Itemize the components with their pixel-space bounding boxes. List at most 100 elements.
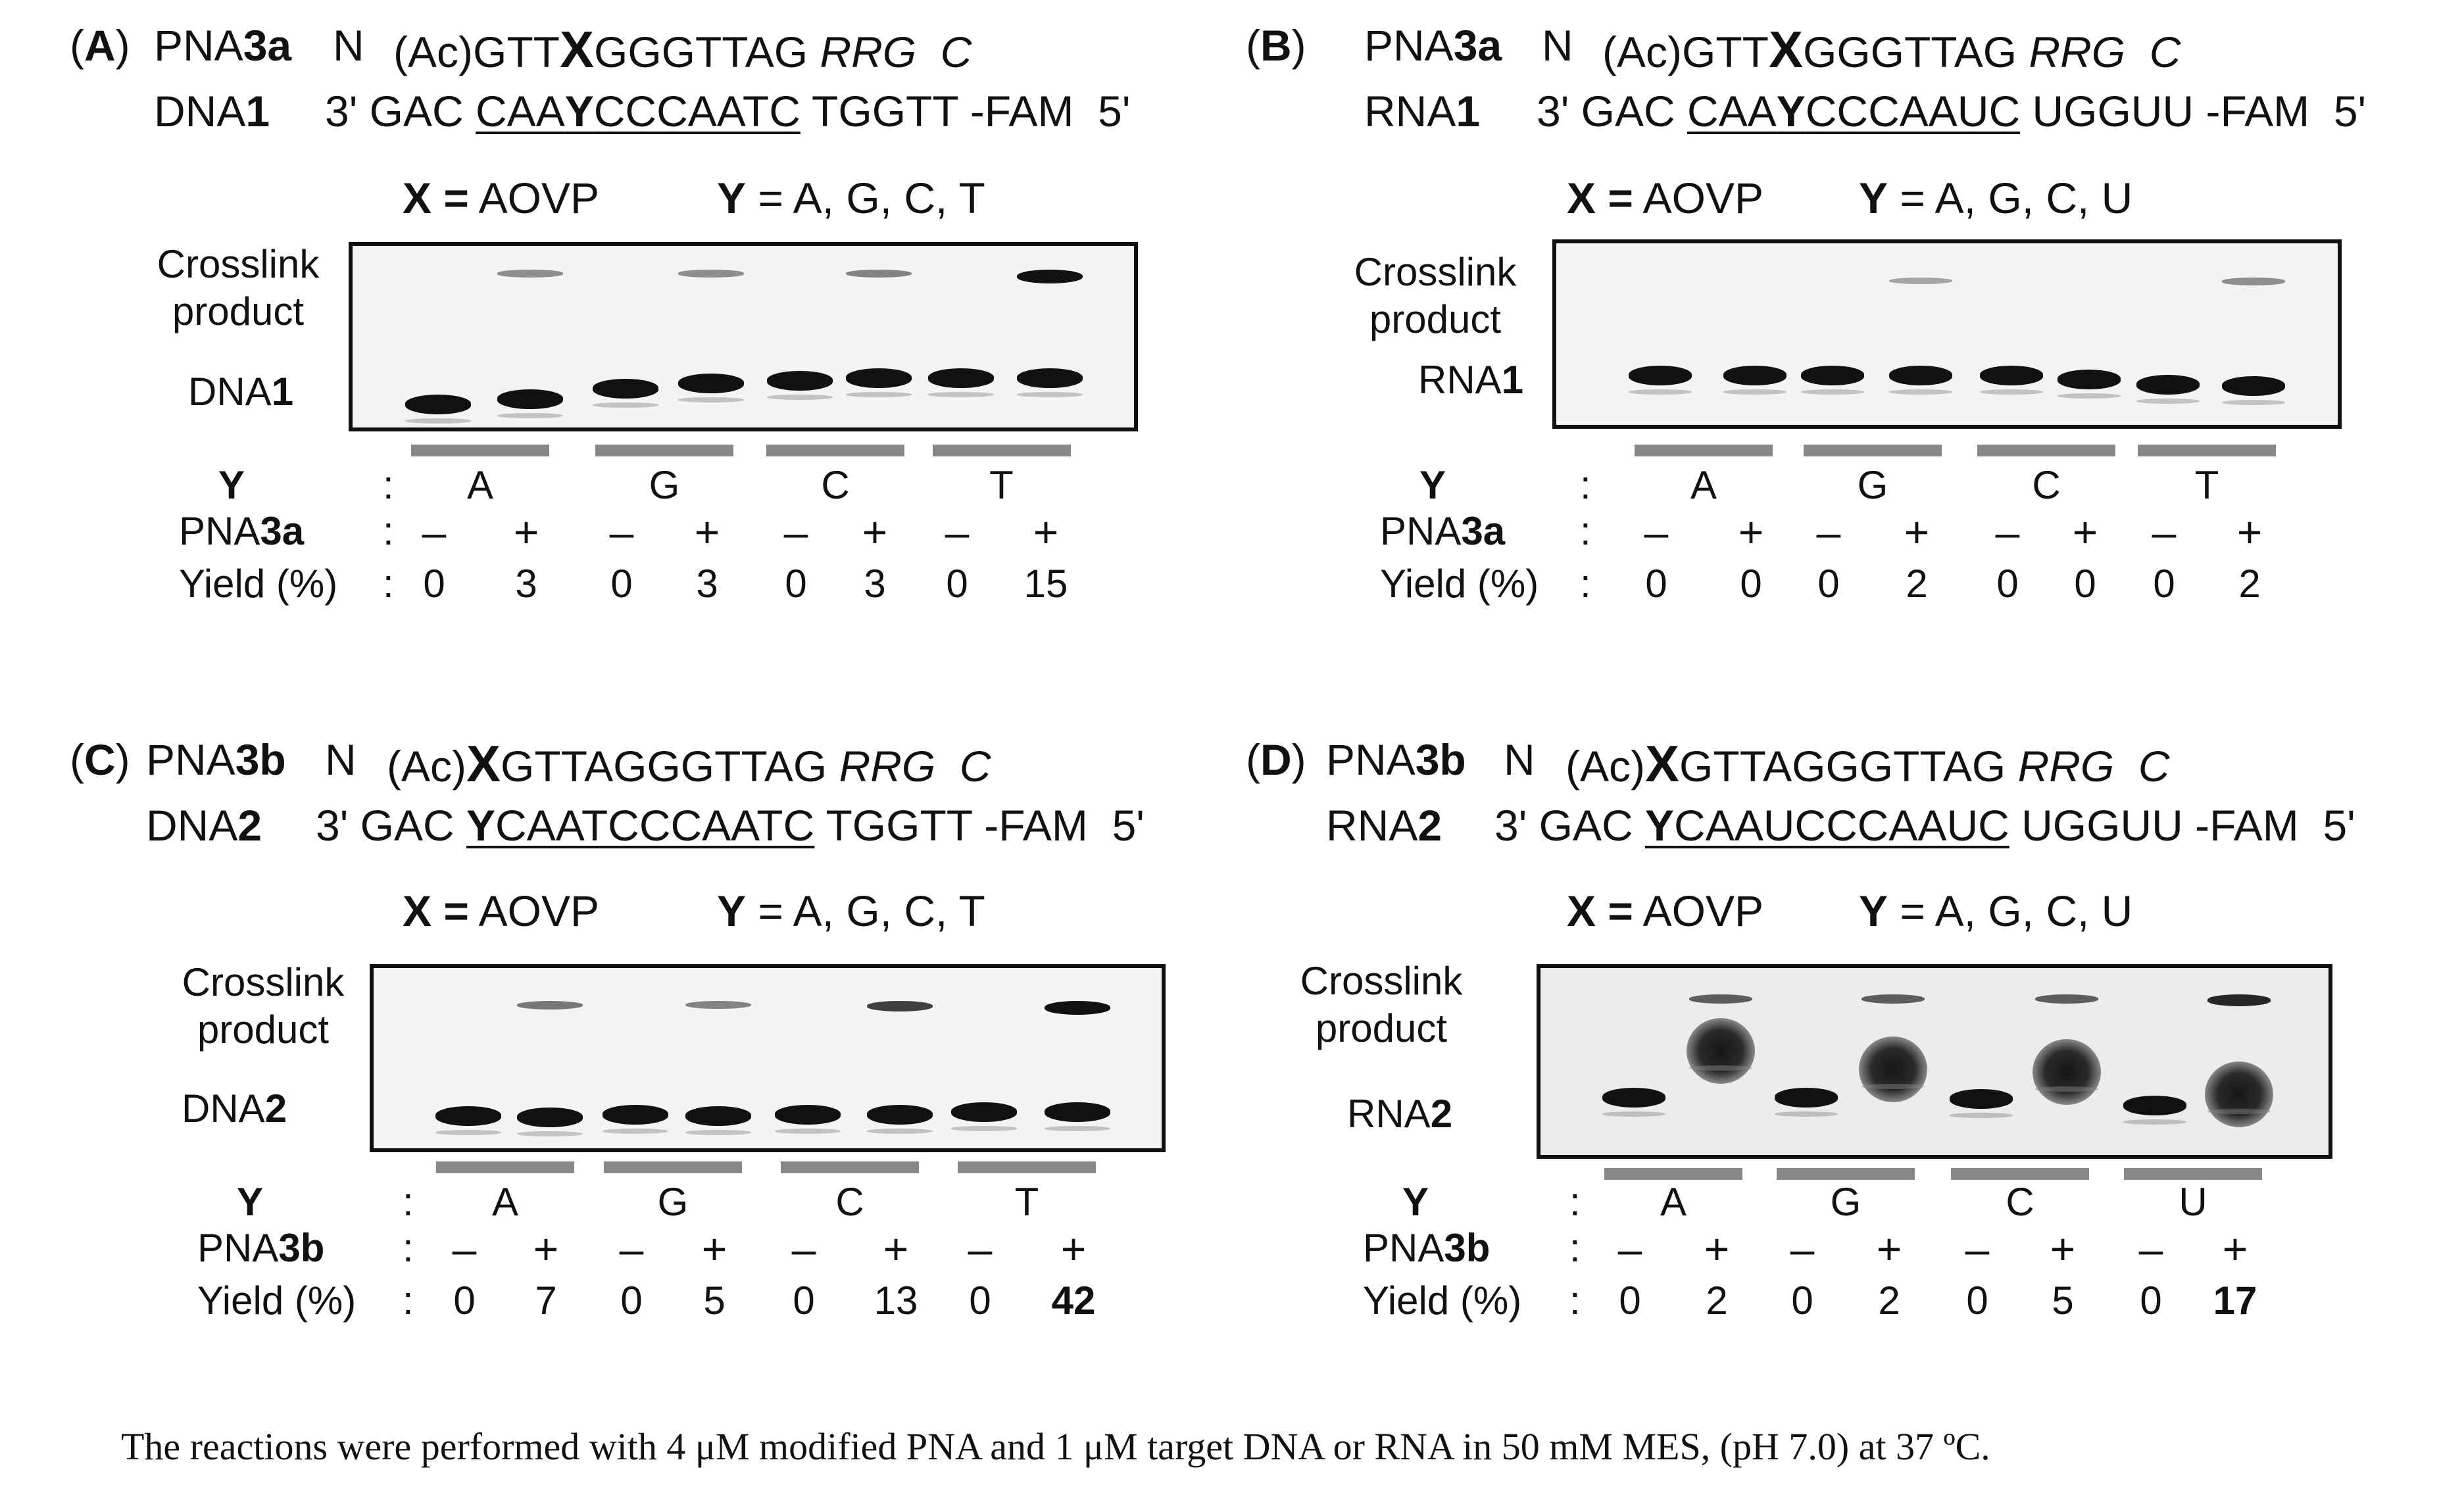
minor-band	[1889, 389, 1952, 395]
y-row-label: Y	[1419, 463, 1446, 507]
target-band	[846, 368, 912, 388]
minor-band	[685, 1130, 751, 1135]
minor-band	[2035, 1086, 2098, 1092]
y-group-value: C	[821, 463, 850, 507]
y-group-value: C	[2032, 463, 2061, 507]
minor-band	[767, 395, 833, 400]
pna-sign: –	[609, 508, 634, 556]
minor-band	[1045, 1126, 1110, 1131]
yield-value: 0	[969, 1278, 991, 1323]
target-band	[1775, 1088, 1838, 1108]
pna-sequence: (Ac)XGTTAGGGTTAG RRG C	[1565, 735, 2170, 792]
minor-band	[603, 1129, 668, 1134]
minor-band	[867, 1129, 933, 1134]
panel-letter: (A)	[70, 21, 130, 70]
target-band	[1801, 366, 1864, 385]
yield-value: 0	[423, 562, 445, 606]
yield-value: 42	[1051, 1278, 1096, 1323]
minor-band	[497, 413, 563, 418]
lane-group-bar	[1635, 445, 1773, 456]
crosslink-label: Crosslink product	[182, 960, 345, 1052]
y-definition: Y = A, G, C, T	[717, 174, 985, 222]
y-group-value: C	[835, 1180, 864, 1224]
target-band	[951, 1102, 1017, 1122]
yield-value: 0	[1996, 562, 2019, 606]
target-name: DNA1	[154, 87, 270, 135]
target-sequence: 3' GAC YCAATCCCAATC TGGTT -FAM 5'	[316, 801, 1145, 850]
target-band	[928, 368, 994, 388]
minor-band	[405, 418, 471, 424]
row-colon: :	[403, 1180, 414, 1224]
pna-sign: +	[533, 1225, 559, 1273]
pna-row-label: PNA3b	[197, 1226, 325, 1270]
yield-value: 0	[1645, 562, 1667, 606]
pna-sign: +	[1904, 508, 1930, 556]
x-definition: X = AOVP	[1567, 174, 1764, 222]
y-group-value: G	[649, 463, 680, 507]
pna-row-label: PNA3b	[1363, 1226, 1491, 1270]
lane-group-bar	[781, 1161, 919, 1173]
minor-band	[775, 1129, 841, 1134]
minor-band	[593, 402, 658, 408]
lane-group-bar	[1604, 1168, 1742, 1180]
yield-row-label: Yield (%)	[197, 1278, 357, 1323]
minor-band	[951, 1126, 1017, 1131]
x-definition: X = AOVP	[403, 174, 600, 222]
crosslink-band	[846, 270, 912, 278]
row-colon: :	[383, 509, 394, 553]
yield-value: 0	[1619, 1278, 1641, 1323]
target-band	[1889, 366, 1952, 385]
lane-group-bar	[932, 445, 1071, 456]
minor-band	[1629, 389, 1692, 395]
pna-sign: –	[1644, 508, 1669, 556]
target-band	[2205, 1061, 2273, 1127]
yield-value: 7	[535, 1278, 557, 1323]
crosslink-label: Crosslink product	[1300, 959, 1463, 1050]
row-colon: :	[1580, 562, 1591, 606]
y-row-label: Y	[237, 1180, 264, 1224]
pna-sign: –	[452, 1225, 477, 1273]
target-band	[2136, 375, 2200, 395]
pna-sign: –	[619, 1225, 644, 1273]
crosslink-band	[678, 270, 744, 278]
yield-value: 2	[2238, 562, 2261, 606]
yield-value: 2	[1906, 562, 1928, 606]
minor-band	[1017, 392, 1083, 397]
n-terminus: N	[1542, 21, 1573, 70]
target-band	[775, 1105, 841, 1125]
yield-value: 0	[1817, 562, 1840, 606]
crosslink-band	[497, 270, 563, 278]
y-row-label: Y	[1402, 1180, 1429, 1224]
crosslink-band	[2222, 278, 2285, 285]
target-band	[1687, 1018, 1755, 1084]
minor-band	[2207, 1109, 2271, 1114]
lane-group-bar	[958, 1161, 1096, 1173]
target-band	[1950, 1089, 2013, 1109]
y-definition: Y = A, G, C, U	[1859, 887, 2133, 935]
panel-a: (A) PNA3a N (Ac)GTTXGGGTTAG RRG C DNA1 3…	[0, 0, 1230, 697]
row-colon: :	[403, 1226, 414, 1270]
lane-group-bar	[2138, 445, 2276, 456]
pna-sign: +	[1060, 1225, 1087, 1273]
panel-c: (C) PNA3b N (Ac)XGTTAGGGTTAG RRG C DNA2 …	[0, 717, 1230, 1414]
yield-value: 3	[696, 562, 718, 606]
target-band	[2033, 1039, 2101, 1105]
target-band-label: DNA2	[182, 1086, 287, 1131]
crosslink-band	[1861, 994, 1925, 1004]
y-group-value: A	[466, 463, 494, 507]
pna-sign: +	[2236, 508, 2263, 556]
yield-value: 15	[1023, 562, 1068, 606]
target-band	[1859, 1036, 1927, 1102]
yield-value: 3	[515, 562, 537, 606]
crosslink-label: Crosslink product	[1354, 250, 1517, 341]
pna-sign: –	[2138, 1225, 2163, 1273]
minor-band	[846, 392, 912, 397]
pna-sequence: (Ac)XGTTAGGGTTAG RRG C	[387, 735, 991, 792]
target-band	[767, 371, 833, 391]
yield-value: 0	[2140, 1278, 2162, 1323]
row-colon: :	[383, 463, 394, 507]
minor-band	[1861, 1084, 1925, 1089]
yield-value: 0	[1791, 1278, 1813, 1323]
gel-image	[1552, 239, 2342, 429]
y-group-value: T	[2194, 463, 2219, 507]
